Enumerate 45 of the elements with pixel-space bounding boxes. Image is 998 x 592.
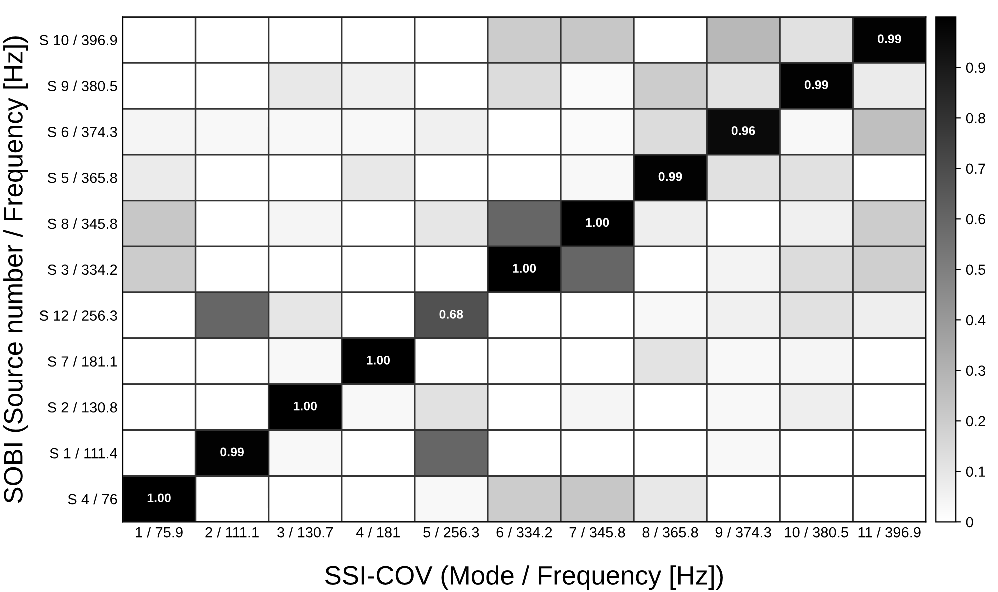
y-tick-label: S 10 / 396.9 [40, 34, 118, 46]
color-bar-label: 0.4 [966, 315, 986, 326]
y-tick-label: S 6 / 374.3 [48, 126, 118, 138]
color-bar-label: 0.2 [966, 416, 986, 427]
y-tick-label: S 8 / 345.8 [48, 218, 118, 230]
data-label: 0.99 [878, 34, 902, 44]
y-tick-label: S 7 / 181.1 [48, 356, 118, 367]
data-label: 0.99 [804, 80, 828, 90]
x-tick-label: 1 / 75.9 [136, 527, 183, 538]
x-tick-label: 8 / 365.8 [642, 527, 698, 538]
data-label: 1.00 [586, 218, 610, 228]
y-axis-title: SOBI (Source number / Frequency [Hz]) [4, 36, 28, 504]
color-bar-label: 0 [966, 517, 974, 528]
x-tick-label: 11 / 396.9 [858, 527, 921, 538]
x-tick-label: 5 / 256.3 [424, 527, 480, 538]
x-tick-label: 10 / 380.5 [785, 527, 848, 538]
x-tick-label: 3 / 130.7 [278, 527, 333, 538]
y-tick-label: S 9 / 380.5 [48, 80, 118, 92]
data-label: 0.96 [732, 126, 756, 136]
y-tick-label: S 2 / 130.8 [48, 402, 118, 413]
data-label: 1.00 [513, 264, 536, 274]
x-axis-title: SSI-COV (Mode / Frequency [Hz]) [325, 566, 723, 590]
color-bar-label: 0.3 [966, 366, 986, 376]
x-tick-label: 2 / 111.1 [206, 527, 259, 538]
color-bar-label: 0.7 [966, 164, 986, 174]
data-label: 1.00 [367, 356, 390, 365]
x-tick-label: 9 / 374.3 [716, 527, 772, 538]
color-bar-label: 0.1 [966, 466, 986, 478]
data-label: 0.68 [440, 310, 464, 319]
color-bar-label: 0.5 [966, 264, 986, 276]
x-tick-label: 6 / 334.2 [496, 527, 552, 538]
y-tick-label: S 12 / 256.3 [40, 310, 118, 321]
data-label: 0.99 [220, 448, 244, 457]
y-tick-label: S 1 / 111.4 [50, 448, 118, 459]
x-tick-label: 4 / 181 [356, 527, 400, 538]
data-label: 0.99 [658, 172, 682, 182]
y-tick-label: S 4 / 76 [68, 494, 118, 505]
data-label: 1.00 [294, 402, 317, 411]
x-tick-label: 7 / 345.8 [570, 527, 626, 538]
color-bar-label: 0.8 [966, 113, 986, 124]
y-tick-label: S 5 / 365.8 [48, 172, 118, 184]
color-bar-label: 0.9 [966, 62, 986, 74]
color-bar-label: 0.6 [966, 214, 986, 225]
y-tick-label: S 3 / 334.2 [48, 264, 118, 276]
data-label: 1.00 [148, 494, 171, 503]
